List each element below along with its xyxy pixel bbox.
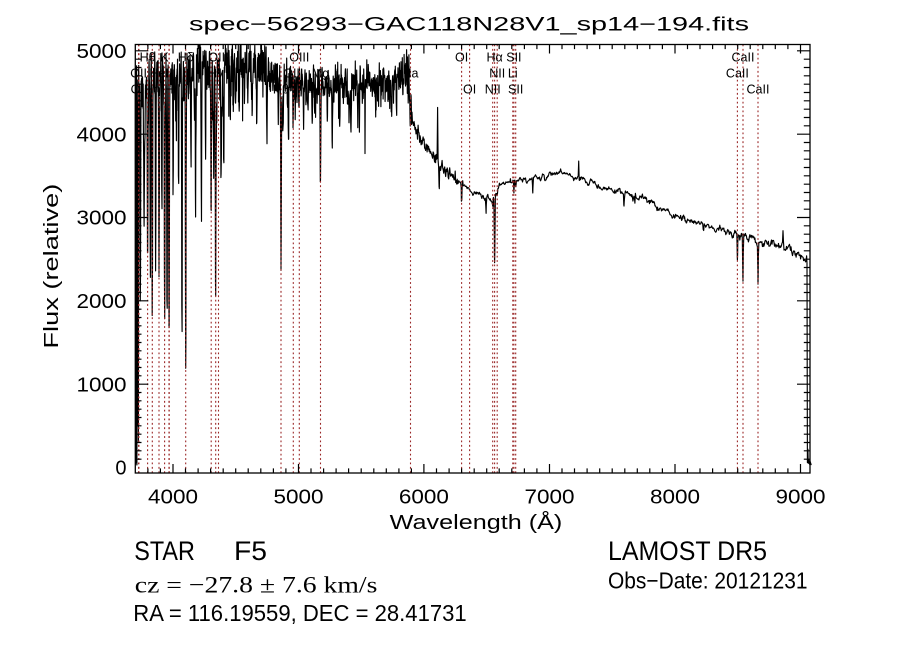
svg-text:STAR: STAR (134, 536, 195, 566)
svg-text:OII: OII (131, 83, 148, 97)
svg-text:Na: Na (403, 67, 419, 81)
svg-text:RA = 116.19559, DEC = 28.4173: RA = 116.19559, DEC = 28.41731 (133, 600, 466, 626)
svg-text:5000: 5000 (274, 487, 324, 509)
svg-text:1000: 1000 (77, 374, 127, 396)
svg-text:Hβ: Hβ (273, 83, 289, 97)
svg-text:CaII: CaII (732, 51, 755, 65)
svg-text:cz = −27.8 ± 7.6 km/s: cz = −27.8 ± 7.6 km/s (135, 573, 378, 599)
svg-text:0: 0 (115, 458, 126, 480)
svg-text:Wavelength (Å): Wavelength (Å) (390, 511, 563, 534)
svg-text:OIII: OIII (208, 51, 228, 65)
svg-text:Mg: Mg (312, 67, 329, 81)
svg-text:OIII: OIII (289, 51, 309, 65)
svg-text:Flux (relative): Flux (relative) (41, 184, 63, 349)
svg-text:OI: OI (455, 51, 468, 65)
svg-text:Li: Li (508, 67, 518, 81)
svg-text:HeI: HeI (149, 67, 168, 81)
svg-text:SII: SII (508, 83, 523, 97)
svg-text:3000: 3000 (77, 208, 127, 230)
svg-text:F5: F5 (234, 536, 267, 566)
svg-text:4000: 4000 (148, 487, 198, 509)
svg-text:OIII: OIII (283, 67, 303, 81)
svg-text:CaII: CaII (726, 67, 749, 81)
svg-text:Hγ: Hγ (208, 67, 224, 81)
svg-text:7000: 7000 (525, 487, 575, 509)
svg-text:LAMOST DR5: LAMOST DR5 (608, 536, 767, 566)
svg-text:Hθ: Hθ (140, 51, 156, 65)
svg-text:4000: 4000 (77, 124, 127, 146)
svg-text:Obs−Date: 20121231: Obs−Date: 20121231 (608, 568, 808, 594)
svg-text:8000: 8000 (650, 487, 700, 509)
svg-text:Hη: Hη (144, 83, 160, 97)
svg-text:NII: NII (489, 67, 505, 81)
svg-text:NII: NII (485, 83, 501, 97)
svg-text:6000: 6000 (399, 487, 449, 509)
svg-text:9000: 9000 (776, 487, 826, 509)
svg-text:Hδ: Hδ (178, 51, 194, 65)
svg-text:5000: 5000 (77, 41, 127, 63)
svg-text:H: H (164, 83, 173, 97)
svg-text:CaII: CaII (747, 83, 770, 97)
svg-text:spec−56293−GAC118N28V1_sp14−19: spec−56293−GAC118N28V1_sp14−194.fits (189, 14, 749, 36)
svg-text:Hα: Hα (486, 51, 502, 65)
svg-text:K: K (160, 51, 169, 65)
svg-text:OI: OI (463, 83, 476, 97)
svg-text:SII: SII (506, 51, 521, 65)
svg-text:2000: 2000 (77, 291, 127, 313)
svg-text:OII: OII (130, 67, 147, 81)
